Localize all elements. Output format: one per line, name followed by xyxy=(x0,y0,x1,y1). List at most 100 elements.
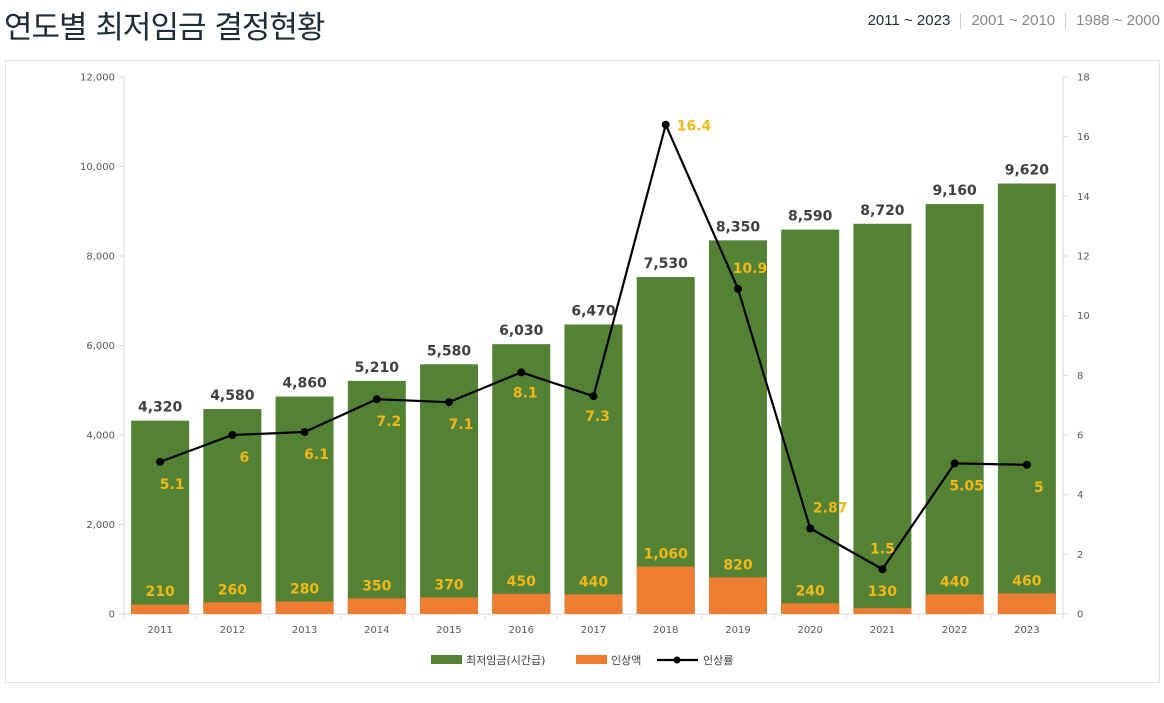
rate-data-label: 5.05 xyxy=(949,478,984,494)
increase-data-label: 280 xyxy=(290,581,319,597)
rate-point xyxy=(445,398,454,407)
increase-data-label: 260 xyxy=(218,582,247,598)
increase-data-label: 370 xyxy=(434,577,463,593)
wage-bar xyxy=(636,277,695,614)
legend-increase-swatch xyxy=(576,655,607,664)
increase-bar xyxy=(708,577,767,614)
increase-data-label: 460 xyxy=(1012,573,1041,589)
x-tick-label: 2021 xyxy=(870,625,895,636)
rate-data-label: 8.1 xyxy=(513,385,538,401)
increase-bar xyxy=(853,608,912,614)
y-left-tick-label: 10,000 xyxy=(80,162,115,173)
wage-data-label: 6,470 xyxy=(571,303,616,319)
y-right-tick-label: 12 xyxy=(1077,252,1090,263)
rate-data-label: 5.1 xyxy=(160,477,185,493)
y-right-tick-label: 18 xyxy=(1077,73,1090,84)
page-title: 연도별 최저임금 결정현황 xyxy=(4,10,325,46)
rate-point xyxy=(878,565,887,574)
rate-data-label: 7.1 xyxy=(449,417,474,433)
increase-data-label: 820 xyxy=(723,557,752,573)
rate-point xyxy=(661,120,670,129)
wage-data-label: 5,580 xyxy=(427,343,472,359)
increase-bar xyxy=(492,593,551,614)
increase-bar xyxy=(636,566,695,614)
legend-wage-label: 최저임금(시간급) xyxy=(466,654,545,667)
rate-point xyxy=(806,524,815,533)
wage-data-label: 8,350 xyxy=(716,219,761,235)
rate-data-label: 6.1 xyxy=(304,447,329,463)
increase-bar xyxy=(997,593,1056,614)
increase-bar xyxy=(275,601,334,614)
rate-point xyxy=(733,284,742,293)
increase-bar xyxy=(781,603,840,614)
x-tick-label: 2013 xyxy=(292,625,317,636)
increase-data-label: 210 xyxy=(145,584,174,600)
legend-wage-swatch xyxy=(431,655,462,664)
rate-point xyxy=(517,368,526,377)
wage-data-label: 9,620 xyxy=(1005,163,1050,179)
wage-data-label: 4,860 xyxy=(282,376,327,392)
x-tick-label: 2014 xyxy=(364,625,389,636)
y-left-tick-label: 0 xyxy=(109,610,115,621)
wage-data-label: 5,210 xyxy=(355,360,400,376)
rate-data-label: 5 xyxy=(1034,480,1044,496)
wage-bar xyxy=(997,183,1056,614)
wage-bar xyxy=(492,344,551,614)
chart-frame: 0 2,000 4,000 6,000 8,000 10,000 12,000 0 2 4 6 8 10… xyxy=(5,60,1160,683)
rate-point xyxy=(372,395,381,404)
wage-data-label: 9,160 xyxy=(933,183,978,199)
x-tick-label: 2016 xyxy=(509,625,534,636)
y-right-tick-label: 2 xyxy=(1077,550,1083,561)
wage-data-label: 8,720 xyxy=(860,203,905,219)
y-left-tick-label: 2,000 xyxy=(86,520,115,531)
tab-divider xyxy=(1065,12,1067,29)
wage-bar xyxy=(564,324,623,614)
wage-bar xyxy=(347,380,406,614)
increase-data-label: 450 xyxy=(507,574,536,590)
y-right-tick-label: 6 xyxy=(1077,431,1083,442)
y-right-tick-label: 0 xyxy=(1077,610,1083,621)
wage-bar xyxy=(781,229,840,614)
increase-data-label: 1,060 xyxy=(644,547,689,563)
rate-point xyxy=(589,392,598,401)
rate-data-label: 2.87 xyxy=(813,500,848,516)
x-tick-label: 2012 xyxy=(220,625,245,636)
rate-point xyxy=(300,428,309,437)
rate-data-label: 10.9 xyxy=(733,261,768,277)
increase-bar xyxy=(420,597,479,614)
y-left-tick-label: 4,000 xyxy=(86,431,115,442)
year-range-tabs: 2011 ~ 2023 2001 ~ 2010 1988 ~ 2000 xyxy=(858,12,1160,29)
increase-data-label: 350 xyxy=(362,578,391,594)
y-right-tick-label: 4 xyxy=(1077,490,1083,501)
x-tick-label: 2015 xyxy=(436,625,461,636)
increase-bar xyxy=(203,602,262,614)
wage-bar xyxy=(708,240,767,614)
wage-data-label: 4,580 xyxy=(210,388,255,404)
rate-data-label: 16.4 xyxy=(677,119,712,135)
wage-bar xyxy=(131,420,190,614)
increase-bar xyxy=(925,594,984,614)
tab-2001-2010[interactable]: 2001 ~ 2010 xyxy=(971,12,1056,29)
legend-increase-label: 인상액 xyxy=(611,654,641,667)
x-tick-label: 2017 xyxy=(581,625,606,636)
increase-bar xyxy=(347,598,406,614)
x-tick-label: 2023 xyxy=(1014,625,1039,636)
y-left-tick-label: 6,000 xyxy=(86,341,115,352)
wage-bar xyxy=(925,204,984,614)
rate-data-label: 6 xyxy=(239,450,249,466)
y-right-tick-label: 8 xyxy=(1077,371,1083,382)
y-right-tick-label: 10 xyxy=(1077,311,1090,322)
tab-2011-2023[interactable]: 2011 ~ 2023 xyxy=(867,12,951,29)
wage-data-label: 6,030 xyxy=(499,323,544,339)
y-left-tick-label: 8,000 xyxy=(86,252,115,263)
rate-point xyxy=(950,459,959,468)
wage-bar xyxy=(853,223,912,614)
rate-point xyxy=(1022,460,1031,469)
x-tick-label: 2020 xyxy=(797,625,822,636)
rate-data-label: 7.2 xyxy=(376,414,401,430)
minimum-wage-chart: 0 2,000 4,000 6,000 8,000 10,000 12,000 0 2 4 6 8 10… xyxy=(80,73,1090,668)
wage-data-label: 4,320 xyxy=(138,400,183,416)
increase-data-label: 240 xyxy=(796,583,825,599)
tab-1988-2000[interactable]: 1988 ~ 2000 xyxy=(1076,12,1160,29)
tab-divider xyxy=(960,12,962,29)
